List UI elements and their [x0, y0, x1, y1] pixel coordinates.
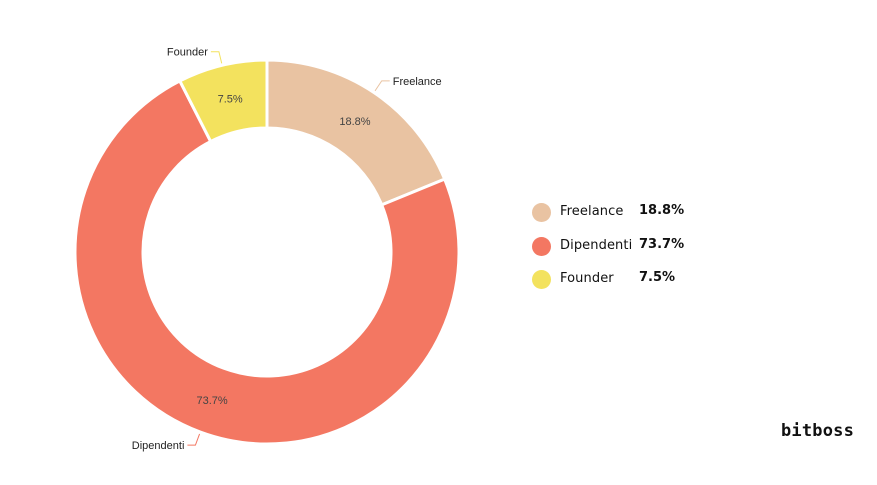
legend-swatch-dipendenti — [532, 236, 551, 256]
donut-chart: 18.8% Freelance 73.7% Dipendenti 7.5% Founder — [73, 47, 461, 452]
category-label-founder: Founder — [167, 47, 208, 59]
legend: Freelance 18.8% Dipendenti 73.7% Founder… — [532, 201, 732, 302]
legend-item-founder[interactable]: Founder 7.5% — [532, 268, 732, 302]
legend-item-dipendenti[interactable]: Dipendenti 73.7% — [532, 235, 732, 269]
legend-value-dipendenti: 73.7% — [639, 236, 685, 252]
legend-label-freelance: Freelance — [560, 204, 624, 219]
category-label-dipendenti: Dipendenti — [132, 440, 185, 452]
leader-line-freelance — [374, 80, 390, 92]
slice-dipendenti[interactable] — [73, 79, 461, 446]
category-label-freelance: Freelance — [393, 76, 442, 88]
legend-value-freelance: 18.8% — [639, 203, 685, 218]
brand-logo: bitboss — [781, 421, 855, 441]
legend-value-founder: 7.5% — [639, 270, 676, 285]
value-label-freelance: 18.8% — [339, 116, 370, 128]
legend-item-freelance[interactable]: Freelance 18.8% — [532, 201, 732, 235]
leader-line-founder — [210, 51, 223, 64]
value-label-dipendenti: 73.7% — [196, 395, 227, 407]
legend-swatch-freelance — [532, 203, 551, 222]
leader-line-dipendenti — [187, 433, 201, 446]
legend-label-dipendenti: Dipendenti — [560, 237, 633, 253]
value-label-founder: 7.5% — [218, 93, 243, 105]
legend-label-founder: Founder — [560, 271, 614, 286]
slice-founder[interactable] — [178, 58, 269, 144]
legend-swatch-founder — [532, 270, 551, 289]
